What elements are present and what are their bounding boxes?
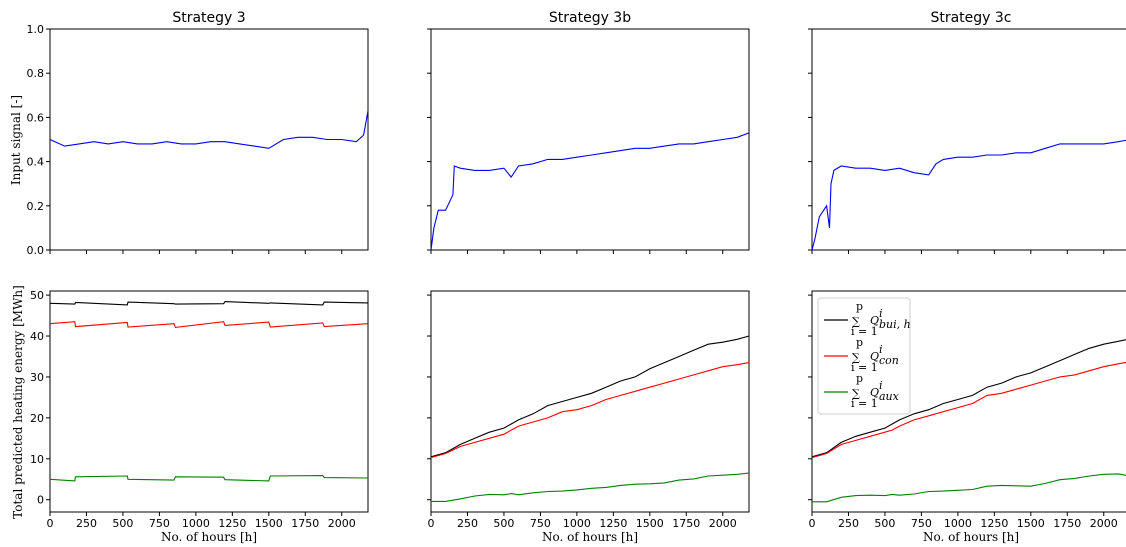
x-tick-label: 1750: [672, 517, 700, 530]
x-tick-label: 750: [149, 517, 170, 530]
x-tick-label: 1500: [255, 517, 283, 530]
legend-box: [817, 297, 911, 415]
energy-line-2-2: [812, 473, 1126, 503]
energy-line-1-1: [430, 362, 750, 459]
x-tick-label: 500: [493, 517, 514, 530]
x-tick-label: 250: [457, 517, 478, 530]
legend-Q-sup: i: [879, 343, 883, 356]
y-tick-label: 50: [30, 289, 44, 302]
input-signal-line-1: [430, 132, 750, 251]
top-frame-2: [811, 28, 1126, 251]
bottom-frame-0: [49, 290, 369, 513]
legend-Q-sup: i: [879, 379, 883, 392]
y-axis-label-top: Input signal [-]: [9, 95, 23, 185]
y-tick-label: 0: [37, 494, 44, 507]
legend-Q: Q: [870, 350, 879, 363]
energy-line-1-0: [430, 335, 750, 458]
x-axis-label: No. of hours [h]: [161, 530, 257, 544]
x-tick-label: 0: [47, 517, 54, 530]
x-tick-label: 500: [874, 517, 895, 530]
x-tick-label: 0: [809, 517, 816, 530]
y-axis-label-bottom: Total predicted heating energy [MWh]: [11, 285, 25, 519]
x-tick-label: 1250: [218, 517, 246, 530]
y-tick-label: 30: [30, 371, 44, 384]
x-tick-label: 250: [838, 517, 859, 530]
legend-sup-p: p: [856, 300, 863, 313]
x-tick-label: 1000: [563, 517, 591, 530]
x-tick-label: 1500: [636, 517, 664, 530]
input-signal-line-2: [811, 139, 1126, 251]
legend-Q-sub: con: [879, 354, 899, 367]
energy-line-0-2: [49, 475, 369, 482]
energy-line-2-0: [811, 339, 1126, 458]
panel-title: Strategy 3c: [930, 10, 1011, 26]
x-tick-label: 750: [911, 517, 932, 530]
legend-Q-sub: bui, h: [879, 318, 911, 331]
legend-sup-p: p: [856, 336, 863, 349]
energy-line-0-1: [49, 321, 369, 328]
x-tick-label: 1250: [980, 517, 1008, 530]
y-tick-label: 10: [30, 453, 44, 466]
energy-line-1-2: [431, 472, 750, 502]
legend-Q-sub: aux: [879, 390, 900, 403]
x-tick-label: 1750: [291, 517, 319, 530]
x-tick-label: 250: [76, 517, 97, 530]
y-tick-label: 20: [30, 412, 44, 425]
y-tick-label: 0.6: [27, 111, 45, 124]
legend-sum-symbol: ∑: [852, 315, 860, 328]
bottom-frame-1: [430, 290, 750, 513]
energy-line-0-0: [49, 301, 369, 306]
y-tick-label: 0.4: [27, 156, 45, 169]
x-tick-label: 1500: [1017, 517, 1045, 530]
y-tick-label: 0.2: [27, 200, 45, 213]
x-tick-label: 500: [112, 517, 133, 530]
y-tick-label: 0.8: [27, 67, 45, 80]
energy-line-2-1: [811, 361, 1126, 459]
y-tick-label: 0.0: [27, 244, 45, 257]
legend-sum-symbol: ∑: [852, 387, 860, 400]
x-tick-label: 2000: [1090, 517, 1118, 530]
legend-sub-index: i = 1: [851, 397, 878, 410]
x-tick-label: 1000: [944, 517, 972, 530]
x-tick-label: 1250: [599, 517, 627, 530]
x-tick-label: 1000: [182, 517, 210, 530]
legend-sub-index: i = 1: [851, 325, 878, 338]
x-axis-label: No. of hours [h]: [923, 530, 1019, 544]
x-tick-label: 750: [530, 517, 551, 530]
legend-Q: Q: [870, 386, 879, 399]
legend-sub-index: i = 1: [851, 361, 878, 374]
panel-title: Strategy 3: [172, 10, 245, 26]
x-tick-label: 1750: [1053, 517, 1081, 530]
top-frame-0: [49, 28, 369, 251]
x-tick-label: 2000: [328, 517, 356, 530]
legend-Q: Q: [870, 314, 879, 327]
legend-sup-p: p: [856, 372, 863, 385]
bottom-frame-2: [811, 290, 1126, 513]
y-tick-label: 40: [30, 330, 44, 343]
y-tick-label: 1.0: [27, 23, 45, 36]
top-frame-1: [430, 28, 750, 251]
x-tick-label: 0: [428, 517, 435, 530]
panel-title: Strategy 3b: [549, 10, 631, 26]
legend-Q-sup: i: [879, 307, 883, 320]
legend-sum-symbol: ∑: [852, 351, 860, 364]
x-tick-label: 2000: [709, 517, 737, 530]
x-axis-label: No. of hours [h]: [542, 530, 638, 544]
input-signal-line-0: [49, 110, 369, 149]
